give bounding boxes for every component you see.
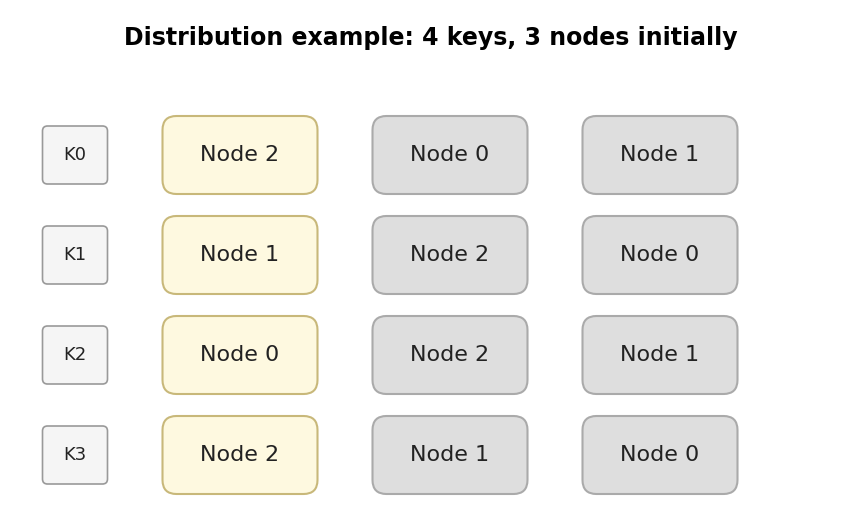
FancyBboxPatch shape xyxy=(163,116,317,194)
FancyBboxPatch shape xyxy=(372,116,527,194)
FancyBboxPatch shape xyxy=(582,416,737,494)
FancyBboxPatch shape xyxy=(42,126,108,184)
Text: Node 0: Node 0 xyxy=(620,445,699,465)
Text: Node 0: Node 0 xyxy=(620,245,699,265)
Text: Node 1: Node 1 xyxy=(201,245,279,265)
Text: K0: K0 xyxy=(64,146,86,164)
Text: Node 2: Node 2 xyxy=(410,345,489,365)
Text: K2: K2 xyxy=(64,346,86,364)
Text: K1: K1 xyxy=(64,246,86,264)
Text: Node 1: Node 1 xyxy=(620,345,699,365)
FancyBboxPatch shape xyxy=(372,316,527,394)
FancyBboxPatch shape xyxy=(582,116,737,194)
FancyBboxPatch shape xyxy=(42,226,108,284)
Text: Distribution example: 4 keys, 3 nodes initially: Distribution example: 4 keys, 3 nodes in… xyxy=(124,26,737,50)
FancyBboxPatch shape xyxy=(582,316,737,394)
FancyBboxPatch shape xyxy=(163,416,317,494)
Text: Node 2: Node 2 xyxy=(201,445,279,465)
FancyBboxPatch shape xyxy=(372,416,527,494)
FancyBboxPatch shape xyxy=(163,316,317,394)
FancyBboxPatch shape xyxy=(42,326,108,384)
Text: Node 1: Node 1 xyxy=(620,145,699,165)
Text: Node 2: Node 2 xyxy=(410,245,489,265)
Text: Node 2: Node 2 xyxy=(201,145,279,165)
Text: Node 0: Node 0 xyxy=(200,345,279,365)
Text: K3: K3 xyxy=(64,446,86,464)
Text: Node 1: Node 1 xyxy=(410,445,489,465)
Text: Node 0: Node 0 xyxy=(410,145,489,165)
FancyBboxPatch shape xyxy=(163,216,317,294)
FancyBboxPatch shape xyxy=(42,426,108,484)
FancyBboxPatch shape xyxy=(582,216,737,294)
FancyBboxPatch shape xyxy=(372,216,527,294)
